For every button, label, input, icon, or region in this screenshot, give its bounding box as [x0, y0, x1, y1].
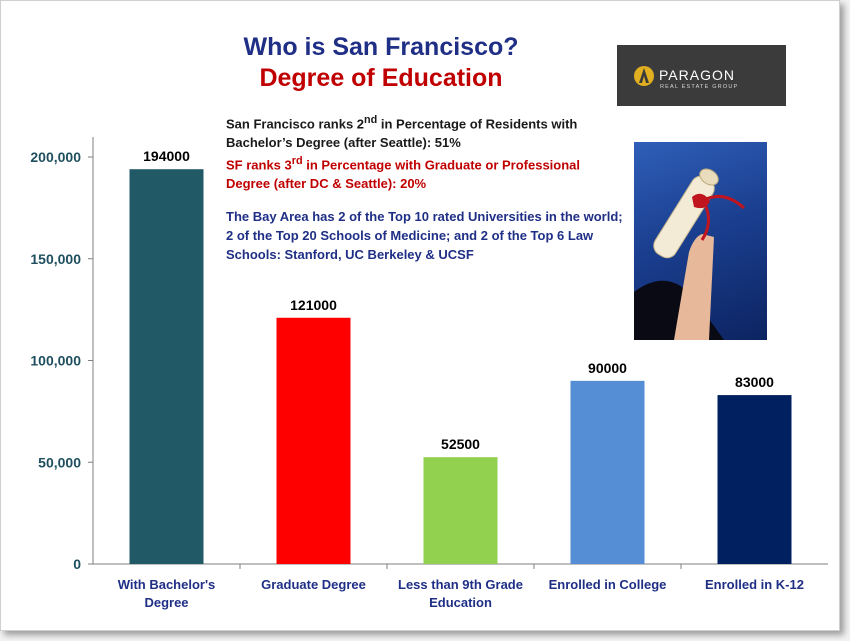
x-category-label: Less than 9th Grade Education [398, 577, 523, 611]
bar [570, 380, 645, 564]
chart-title: Who is San Francisco? [243, 33, 519, 61]
education-bar-chart: 0 50,000 100,000 150,000 200,000 194000 121000… [30, 137, 828, 572]
diploma-illustration-icon [634, 168, 746, 340]
bar-value-label: 90000 [588, 360, 627, 376]
y-tick-label: 0 [73, 556, 81, 572]
note-graduate-rank: SF ranks 3rd in Percentage with Graduate… [226, 155, 581, 192]
bar-value-label: 194000 [143, 148, 190, 164]
note-bachelor-rank: San Francisco ranks 2nd in Percentage of… [226, 114, 578, 151]
bar [423, 457, 498, 564]
bar-value-label: 52500 [441, 436, 480, 452]
y-tick-label: 200,000 [30, 149, 81, 165]
x-category-label: Graduate Degree [261, 577, 366, 592]
bar-value-label: 83000 [735, 374, 774, 390]
y-tick-label: 100,000 [30, 353, 81, 369]
paragon-logo: PARAGON REAL ESTATE GROUP [617, 45, 786, 106]
bar [717, 395, 792, 564]
note-bay-area-universities: The Bay Area has 2 of the Top 10 rated U… [226, 209, 623, 262]
chart-subtitle: Degree of Education [259, 64, 503, 92]
bar [129, 169, 204, 564]
graduate-diploma-photo [634, 142, 767, 340]
logo-tagline: REAL ESTATE GROUP [660, 84, 739, 90]
logo-name: PARAGON [659, 67, 735, 83]
y-tick-label: 50,000 [38, 454, 81, 470]
y-tick-label: 150,000 [30, 251, 81, 267]
x-category-label: With Bachelor's Degree [117, 577, 216, 611]
slide: Who is San Francisco? Degree of Educatio… [0, 0, 840, 631]
bar-value-label: 121000 [290, 297, 337, 313]
paragon-logo-icon [634, 66, 654, 86]
x-category-label: Enrolled in K-12 [705, 577, 804, 592]
x-category-label: Enrolled in College [548, 577, 667, 592]
bar [276, 317, 351, 564]
notes-box: San Francisco ranks 2nd in Percentage of… [226, 113, 626, 265]
